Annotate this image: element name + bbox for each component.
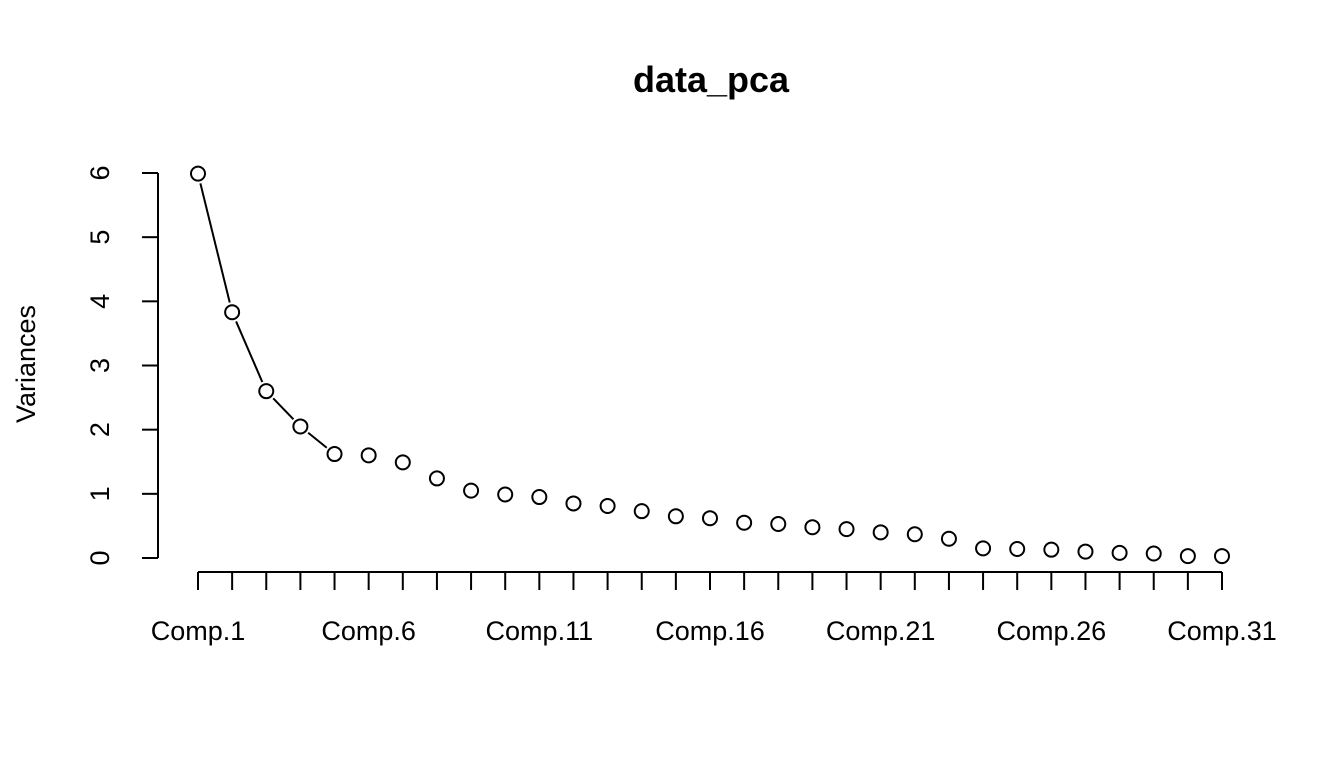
x-tick-label: Comp.26 [997, 616, 1107, 646]
connector-line [307, 431, 328, 449]
data-point [326, 446, 343, 463]
data-point [258, 383, 275, 400]
data-point [497, 486, 514, 503]
y-axis: 0 1 2 3 4 5 6 [85, 165, 159, 566]
data-point [804, 519, 821, 536]
data-point [599, 498, 616, 515]
data-point [770, 515, 787, 532]
x-tick-label: Comp.1 [151, 616, 246, 646]
data-point [940, 530, 957, 547]
y-axis-label: Variances [11, 305, 41, 423]
y-tick-label: 4 [85, 294, 115, 309]
data-point [1043, 541, 1060, 558]
data-point [190, 165, 206, 182]
connector-lines [199, 183, 328, 449]
x-tick-label: Comp.16 [655, 616, 765, 646]
y-tick-label: 1 [85, 486, 115, 501]
data-point [872, 524, 889, 541]
data-point [667, 508, 684, 525]
data-point [975, 540, 992, 557]
data-point [1009, 541, 1026, 558]
data-point [531, 489, 548, 506]
x-axis: Comp.1 Comp.6 Comp.11 Comp.16 Comp.21 Comp.26… [151, 571, 1277, 646]
data-point [224, 304, 241, 321]
x-tick-label: Comp.6 [321, 616, 416, 646]
data-point [463, 482, 480, 499]
data-point [702, 510, 718, 527]
data-point [906, 526, 923, 543]
y-tick-label: 6 [85, 165, 115, 180]
data-point [633, 503, 650, 520]
y-tick-label: 5 [85, 230, 115, 245]
data-point [1077, 543, 1094, 560]
data-point [1145, 545, 1162, 562]
data-point [292, 418, 309, 435]
y-tick-label: 0 [85, 550, 115, 565]
data-point [1179, 548, 1196, 565]
y-tick-label: 2 [85, 422, 115, 437]
connector-line [199, 183, 231, 303]
data-point [1111, 544, 1128, 561]
x-tick-label: Comp.31 [1167, 616, 1277, 646]
y-tick-label: 3 [85, 358, 115, 373]
chart-title: data_pca [633, 59, 790, 100]
data-point [428, 470, 445, 487]
data-point [736, 514, 753, 531]
data-point [838, 521, 855, 538]
data-point [1214, 548, 1230, 565]
connector-line [235, 321, 264, 383]
x-tick-label: Comp.11 [486, 616, 594, 646]
data-point [360, 447, 377, 464]
connector-line [272, 397, 295, 420]
x-tick-label: Comp.21 [826, 616, 936, 646]
data-point [565, 495, 582, 512]
data-point [394, 454, 411, 471]
data-points [190, 165, 1230, 565]
